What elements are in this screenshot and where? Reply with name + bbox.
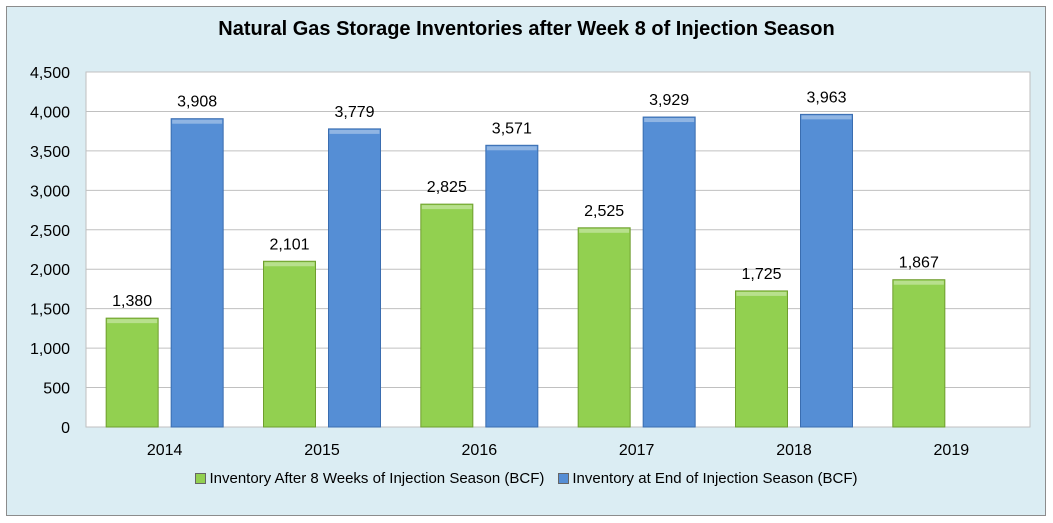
data-label: 3,779 <box>334 104 374 121</box>
bar-end-of-season-2017 <box>642 116 696 428</box>
y-tick-label: 2,000 <box>30 262 70 279</box>
y-tick-label: 500 <box>43 381 70 398</box>
bar-after-8-weeks-2017 <box>577 227 631 428</box>
bar-bevel <box>264 262 315 267</box>
bar-bevel <box>172 119 223 124</box>
y-tick-label: 3,000 <box>30 183 70 200</box>
x-tick-label: 2019 <box>934 442 970 459</box>
bar-after-8-weeks-2018 <box>735 290 788 428</box>
y-tick-label: 3,500 <box>30 144 70 161</box>
bar-bevel <box>579 228 630 233</box>
bar-bevel <box>107 319 158 324</box>
bar-bevel <box>329 129 380 134</box>
x-tick-label: 2018 <box>776 442 812 459</box>
legend-label: Inventory at End of Injection Season (BC… <box>572 470 858 487</box>
bar-bevel <box>421 205 472 210</box>
chart-title: Natural Gas Storage Inventories after We… <box>218 18 835 40</box>
legend-swatch-green <box>195 473 207 484</box>
bar-end-of-season-2018 <box>800 113 853 428</box>
y-tick-label: 1,000 <box>30 341 70 358</box>
data-label: 2,101 <box>269 236 309 253</box>
bar-end-of-season-2015 <box>328 128 381 428</box>
y-tick-label: 4,000 <box>30 104 70 121</box>
data-label: 2,525 <box>584 203 624 220</box>
data-label: 3,571 <box>492 120 532 137</box>
data-label: 2,825 <box>427 179 467 196</box>
data-label: 1,867 <box>899 255 939 272</box>
data-label: 3,908 <box>177 94 217 111</box>
bar-bevel <box>644 118 695 123</box>
bar-bevel <box>893 280 944 285</box>
data-label: 1,380 <box>112 293 152 310</box>
bar-after-8-weeks-2019 <box>892 279 946 428</box>
legend-item-end-of-season: Inventory at End of Injection Season (BC… <box>558 470 858 487</box>
plot-area <box>85 71 1031 428</box>
legend: Inventory After 8 Weeks of Injection Sea… <box>0 470 1053 487</box>
bar-after-8-weeks-2016 <box>420 203 474 428</box>
y-tick-label: 0 <box>61 420 70 437</box>
bar-bevel <box>736 291 787 296</box>
bar-after-8-weeks-2015 <box>263 260 316 428</box>
data-label: 3,929 <box>649 92 689 109</box>
bar-after-8-weeks-2014 <box>105 317 159 428</box>
legend-label: Inventory After 8 Weeks of Injection Sea… <box>209 470 545 487</box>
bar-bevel <box>801 115 852 120</box>
x-tick-label: 2017 <box>619 442 655 459</box>
y-tick-label: 4,500 <box>30 65 70 82</box>
y-tick-label: 1,500 <box>30 302 70 319</box>
bar-end-of-season-2014 <box>170 118 224 428</box>
x-tick-label: 2014 <box>147 442 183 459</box>
x-tick-label: 2016 <box>462 442 498 459</box>
bar-bevel <box>486 146 537 151</box>
legend-item-after-8-weeks: Inventory After 8 Weeks of Injection Sea… <box>195 470 544 487</box>
legend-swatch-blue <box>558 473 570 484</box>
y-tick-label: 2,500 <box>30 223 70 240</box>
x-tick-label: 2015 <box>304 442 340 459</box>
bar-end-of-season-2016 <box>485 144 539 428</box>
data-label: 1,725 <box>741 266 781 283</box>
data-label: 3,963 <box>806 89 846 106</box>
